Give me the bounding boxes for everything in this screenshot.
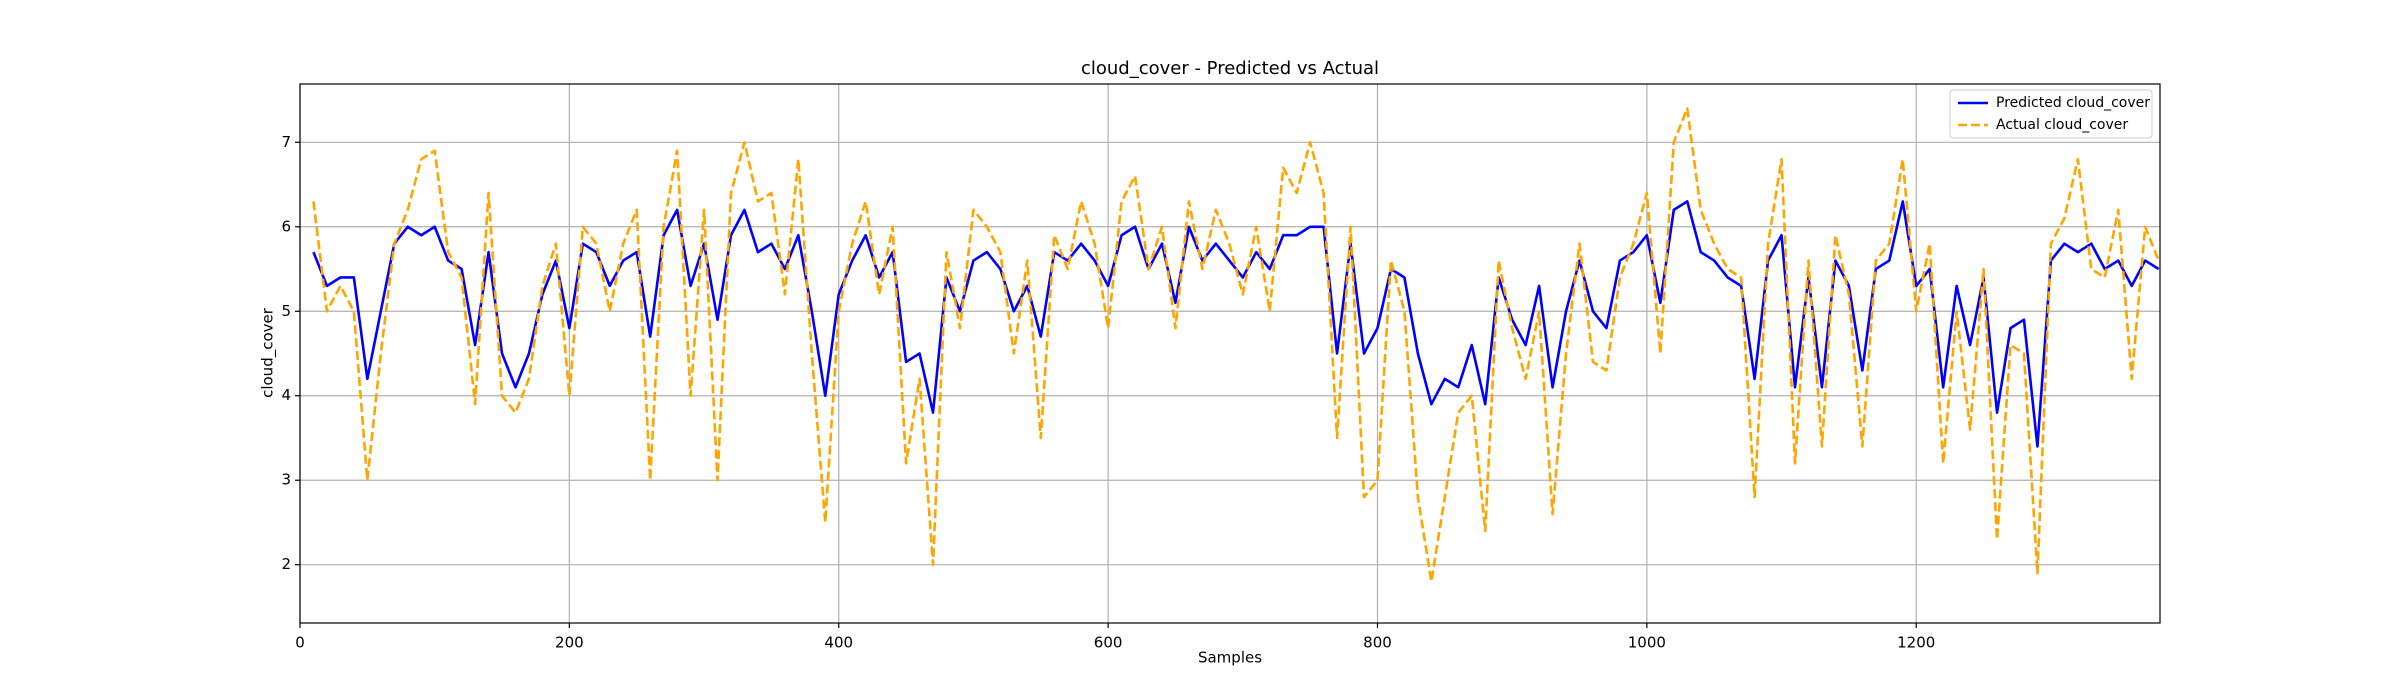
x-axis-label: Samples	[1198, 649, 1262, 667]
x-tick-label: 1200	[1897, 634, 1935, 652]
y-tick-label: 7	[281, 133, 291, 151]
y-tick-label: 2	[281, 555, 291, 573]
legend-label: Actual cloud_cover	[1996, 117, 2128, 133]
x-tick-label: 1000	[1628, 634, 1666, 652]
x-tick-label: 400	[824, 634, 853, 652]
x-tick-label: 600	[1094, 634, 1123, 652]
y-tick-label: 3	[281, 471, 291, 489]
plot-frame	[299, 83, 2161, 624]
y-axis-label: cloud_cover	[259, 307, 278, 398]
legend-box	[1949, 89, 2153, 139]
chart-title: cloud_cover - Predicted vs Actual	[1081, 58, 1379, 79]
y-tick-label: 5	[281, 302, 291, 320]
x-tick-label: 200	[555, 634, 584, 652]
legend-label: Predicted cloud_cover	[1996, 95, 2150, 111]
x-tick-label: 800	[1363, 634, 1392, 652]
line-series	[312, 107, 2160, 583]
x-tick-label: 0	[295, 634, 305, 652]
y-tick-label: 4	[281, 386, 291, 404]
y-tick-label: 6	[281, 217, 291, 235]
